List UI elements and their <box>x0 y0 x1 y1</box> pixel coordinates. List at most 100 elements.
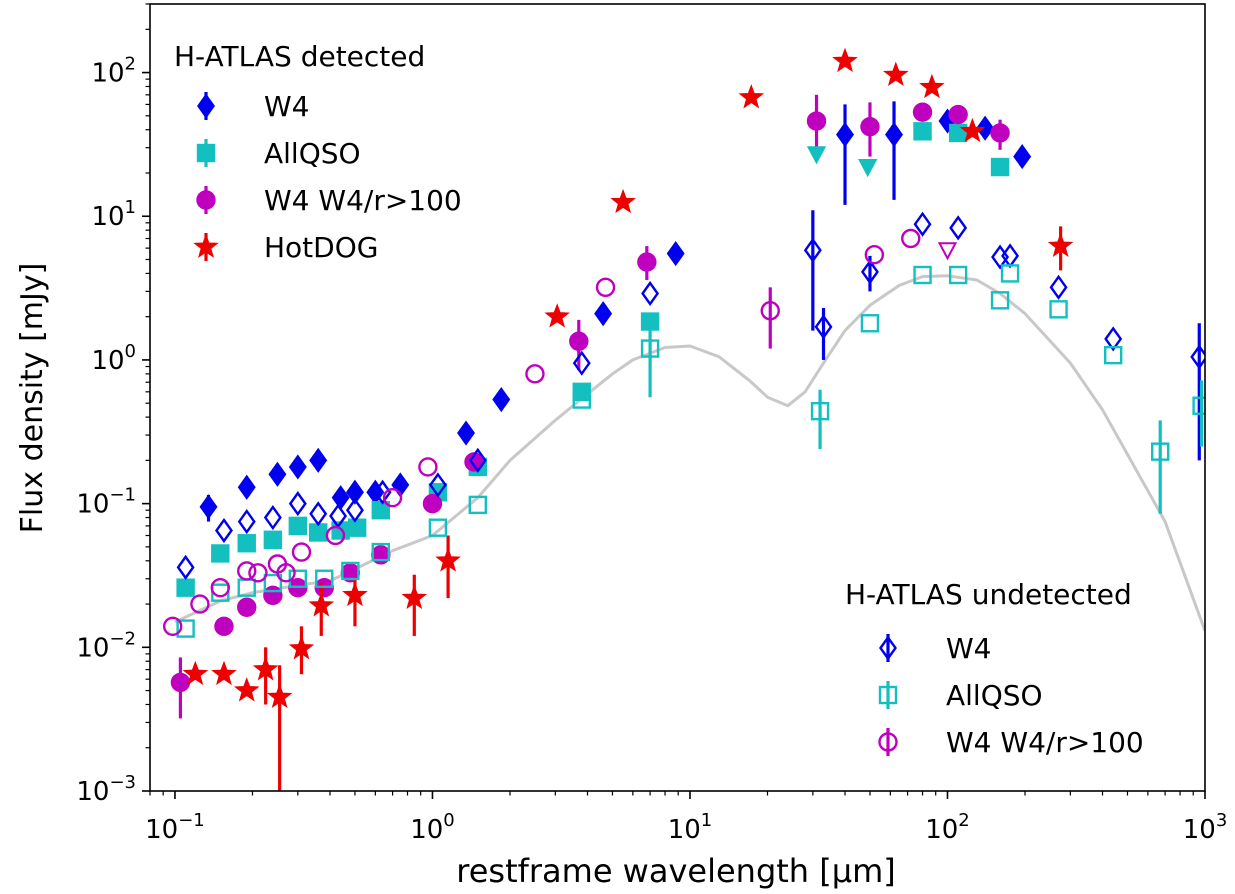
data-point-diamond <box>913 211 932 237</box>
data-point-star <box>435 547 461 572</box>
data-point-diamond <box>237 474 256 500</box>
data-point-diamond <box>814 314 833 340</box>
legend-layer: H-ATLAS detected W4 AllQSO W4 W4/r>100 HotDO… <box>174 40 1144 759</box>
data-point-triangle-down <box>806 146 827 165</box>
data-point-diamond <box>976 115 995 141</box>
data-point-circle <box>170 672 191 693</box>
legend-h-atlas-undetected: H-ATLAS undetected W4 AllQSO W4 W4/r>100 <box>845 578 1144 759</box>
data-point-square <box>263 573 283 593</box>
data-point-diamond <box>468 447 487 473</box>
data-point-diamond <box>288 491 307 517</box>
data-point-diamond <box>309 447 328 473</box>
data-point-square <box>211 544 230 563</box>
data-point-square <box>468 495 488 515</box>
data-point-circle <box>990 123 1010 143</box>
data-point-star <box>288 635 315 660</box>
series-h-atlas-undetected-upper-limits <box>937 242 958 261</box>
x-tick-label: 101 <box>668 810 713 845</box>
data-point-square <box>913 265 932 285</box>
data-point-circle <box>912 102 933 122</box>
data-point-triangle-down <box>937 242 958 261</box>
data-point-circle <box>806 111 827 131</box>
data-point-diamond <box>428 472 447 498</box>
data-point-star <box>308 592 335 617</box>
data-point-diamond <box>803 237 822 263</box>
data-point-star <box>610 188 636 214</box>
data-point-star <box>342 581 368 607</box>
data-point-square <box>263 530 283 550</box>
data-point-circle <box>382 487 403 508</box>
legend-label: W4 W4/r>100 <box>946 726 1144 759</box>
data-point-diamond <box>641 280 660 307</box>
data-point-diamond <box>457 420 476 446</box>
data-point-square <box>176 619 195 638</box>
data-point-square <box>1103 345 1123 365</box>
y-tick-label: 101 <box>91 197 136 232</box>
data-point-circle <box>760 301 780 321</box>
data-point-circle <box>422 493 443 514</box>
legend-marker-square <box>196 143 216 163</box>
data-point-square <box>1151 442 1170 461</box>
data-point-square <box>640 339 660 358</box>
data-point-diamond <box>176 554 195 580</box>
data-point-circle <box>248 563 268 583</box>
legend-marker-circle <box>196 190 216 210</box>
data-point-square <box>347 518 367 537</box>
data-point-circle <box>948 104 968 125</box>
legend-label: AllQSO <box>946 679 1043 712</box>
data-point-diamond <box>199 494 218 520</box>
y-tick-label: 10−1 <box>76 485 136 520</box>
legend-label: HotDOG <box>264 231 378 264</box>
data-point-star <box>233 677 260 702</box>
data-marks-layer <box>162 47 1205 791</box>
data-point-square <box>990 157 1010 177</box>
x-tick-label: 10−1 <box>145 810 205 845</box>
data-point-diamond <box>594 301 613 327</box>
data-point-square <box>1049 300 1068 319</box>
data-point-diamond <box>345 479 364 505</box>
data-point-diamond <box>309 501 328 527</box>
data-point-diamond <box>1104 326 1123 352</box>
y-axis-label: Flux density [mJy] <box>15 263 50 534</box>
data-point-square <box>572 390 591 409</box>
data-point-circle <box>325 525 346 546</box>
data-point-star <box>959 117 986 143</box>
data-point-square <box>948 265 968 285</box>
plot-background <box>150 4 1205 791</box>
data-point-diamond <box>666 240 685 267</box>
data-point-square <box>288 569 308 588</box>
data-point-diamond <box>860 259 879 285</box>
data-point-square <box>1000 264 1020 283</box>
x-tick-label: 103 <box>1183 810 1228 845</box>
legend-h-atlas-detected: H-ATLAS detected W4 AllQSO W4 W4/r>100 HotDO… <box>174 40 462 264</box>
y-tick-label: 100 <box>91 341 136 376</box>
data-point-circle <box>210 577 231 598</box>
data-point-square <box>913 122 932 141</box>
y-tick-label: 10−2 <box>76 628 136 663</box>
legend-marker-diamond <box>879 635 897 661</box>
y-tick-label: 10−3 <box>76 772 136 807</box>
data-point-circle <box>263 585 283 606</box>
data-point-diamond <box>263 504 282 531</box>
data-point-circle <box>637 252 657 272</box>
data-point-triangle-down <box>858 159 878 178</box>
data-point-circle <box>214 616 234 637</box>
data-point-diamond <box>492 386 511 413</box>
data-point-diamond <box>268 461 287 487</box>
data-point-square <box>810 401 830 421</box>
data-point-diamond <box>237 509 256 535</box>
legend-title: H-ATLAS detected <box>174 40 425 73</box>
data-point-circle <box>237 597 257 617</box>
y-tick-label: 102 <box>91 54 136 89</box>
data-point-diamond <box>885 122 904 148</box>
data-point-circle <box>595 277 616 298</box>
data-point-circle <box>237 561 257 581</box>
axes-layer: 10−1 100 101 102 103 10−3 10−2 10−1 100 101 102 <box>76 3 1228 845</box>
data-point-circle <box>276 563 296 583</box>
legend-marker-circle <box>878 732 898 752</box>
series-h-atlas-detected-upper-limits <box>806 146 878 178</box>
series-h-atlas-undetected-w4 <box>176 210 1205 580</box>
x-axis-label: restframe wavelength [μm] <box>456 852 896 890</box>
data-point-square <box>860 314 880 333</box>
